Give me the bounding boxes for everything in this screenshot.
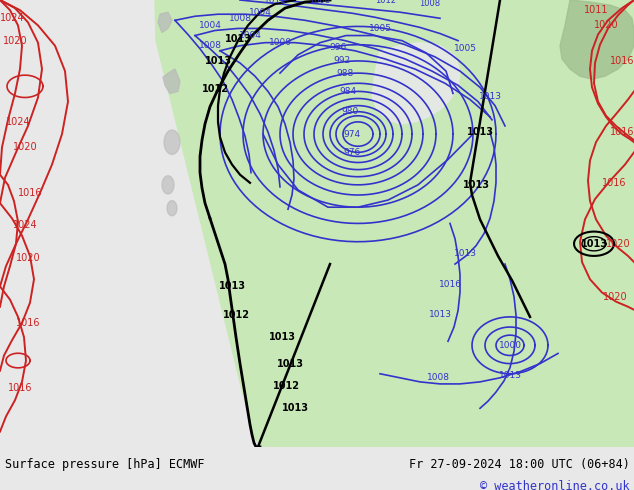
- Text: 974: 974: [344, 129, 361, 139]
- Text: 1013: 1013: [205, 56, 231, 66]
- Text: 1012: 1012: [223, 310, 250, 320]
- Text: Surface pressure [hPa] ECMWF: Surface pressure [hPa] ECMWF: [5, 458, 205, 471]
- Text: 988: 988: [337, 69, 354, 77]
- Text: 1012: 1012: [273, 381, 299, 391]
- Text: 1013: 1013: [581, 239, 607, 249]
- Text: 980: 980: [341, 107, 359, 116]
- Text: 1024: 1024: [6, 117, 30, 127]
- Text: 1013: 1013: [281, 403, 309, 413]
- Text: 1012: 1012: [202, 84, 228, 95]
- Text: 1012: 1012: [264, 0, 287, 4]
- Text: 1004: 1004: [238, 31, 261, 40]
- Text: 992: 992: [333, 56, 351, 66]
- Text: 1020: 1020: [3, 36, 27, 46]
- Text: 976: 976: [344, 148, 361, 157]
- Text: 1013: 1013: [224, 34, 252, 44]
- Text: 984: 984: [339, 87, 356, 96]
- Text: 1016: 1016: [8, 383, 32, 393]
- Text: © weatheronline.co.uk: © weatheronline.co.uk: [481, 480, 630, 490]
- Text: 1024: 1024: [13, 220, 37, 230]
- Text: 1008: 1008: [420, 0, 441, 7]
- Text: 1000: 1000: [269, 38, 292, 47]
- Text: 1013: 1013: [269, 332, 295, 342]
- Text: 1013: 1013: [467, 127, 493, 137]
- Polygon shape: [163, 69, 180, 94]
- Text: 1016: 1016: [439, 280, 462, 289]
- Text: 1020: 1020: [593, 21, 618, 30]
- Text: 1013: 1013: [479, 92, 501, 101]
- Text: 1008: 1008: [198, 41, 221, 50]
- Text: 1013: 1013: [462, 180, 489, 190]
- Text: 1016: 1016: [610, 56, 634, 66]
- Text: 1008: 1008: [228, 14, 252, 23]
- Text: 1012: 1012: [375, 0, 396, 4]
- Text: 1008: 1008: [309, 0, 330, 4]
- Text: 996: 996: [330, 43, 347, 52]
- Polygon shape: [162, 176, 174, 194]
- Text: 1011: 1011: [584, 5, 608, 15]
- Text: 1016: 1016: [18, 188, 42, 198]
- Text: 1013: 1013: [276, 359, 304, 368]
- Text: 1004: 1004: [198, 21, 221, 30]
- Text: 1013: 1013: [453, 249, 477, 258]
- Text: 1004: 1004: [249, 8, 271, 17]
- Text: 1013: 1013: [429, 310, 451, 319]
- Text: 1016: 1016: [16, 318, 40, 328]
- Polygon shape: [164, 130, 180, 154]
- Text: 1024: 1024: [0, 13, 24, 24]
- Text: 1020: 1020: [16, 253, 41, 263]
- Text: 1005: 1005: [453, 44, 477, 53]
- Text: 1016: 1016: [602, 178, 626, 188]
- Text: 1020: 1020: [603, 292, 627, 301]
- Text: 1013: 1013: [219, 281, 245, 292]
- Text: 1020: 1020: [13, 142, 37, 152]
- Text: Fr 27-09-2024 18:00 UTC (06+84): Fr 27-09-2024 18:00 UTC (06+84): [409, 458, 630, 471]
- Polygon shape: [616, 276, 634, 294]
- Polygon shape: [155, 0, 634, 447]
- Text: 1005: 1005: [368, 24, 392, 33]
- Text: 1013: 1013: [498, 371, 522, 380]
- Text: 1016: 1016: [610, 127, 634, 137]
- Text: 1000: 1000: [498, 341, 522, 350]
- Polygon shape: [560, 0, 634, 79]
- Text: 1020: 1020: [605, 239, 630, 249]
- Polygon shape: [372, 43, 460, 124]
- Text: 1008: 1008: [427, 373, 450, 382]
- Polygon shape: [158, 12, 172, 32]
- Polygon shape: [167, 200, 177, 216]
